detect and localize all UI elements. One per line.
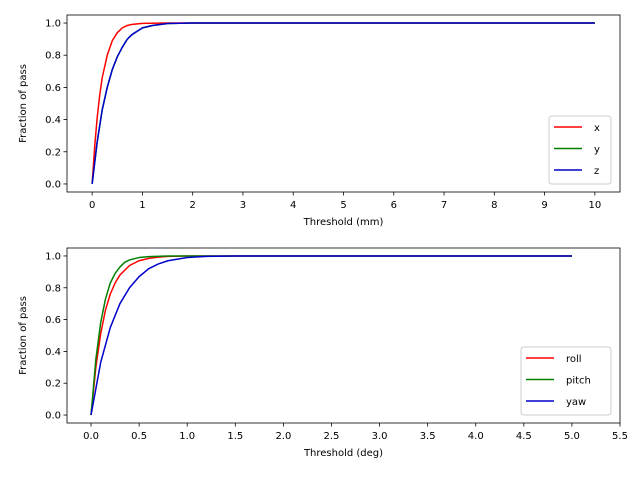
x-tick-label: 6 bbox=[391, 200, 397, 211]
series-line-y bbox=[91, 22, 595, 185]
plot-frame bbox=[66, 247, 621, 424]
y-tick-label: 0.8 bbox=[45, 51, 61, 62]
y-tick-label: 0.4 bbox=[45, 347, 61, 358]
x-tick-label: 5 bbox=[340, 200, 346, 211]
legend-label-pitch: pitch bbox=[566, 376, 591, 387]
legend: roll pitch yaw bbox=[520, 346, 612, 416]
x-tick-label: 4 bbox=[290, 200, 296, 211]
legend-box bbox=[520, 346, 612, 416]
y-tick-label: 0.4 bbox=[45, 115, 61, 126]
y-axis-label: Fraction of pass bbox=[18, 64, 29, 143]
x-tick-label: 7 bbox=[441, 200, 447, 211]
x-tick-label: 3 bbox=[240, 200, 246, 211]
legend-label-yaw: yaw bbox=[566, 397, 586, 408]
y-tick-label: 1.0 bbox=[45, 19, 61, 30]
y-tick-label: 1.0 bbox=[45, 251, 61, 262]
x-tick-label: 8 bbox=[491, 200, 497, 211]
x-tick-label: 4.5 bbox=[516, 431, 532, 442]
series-line-z bbox=[91, 22, 595, 185]
legend-label-z: z bbox=[594, 166, 599, 177]
x-tick-label: 0 bbox=[89, 200, 95, 211]
legend: xyz bbox=[548, 115, 612, 185]
y-tick-label: 0.0 bbox=[45, 179, 61, 190]
x-tick-label: 2 bbox=[189, 200, 195, 211]
legend-box bbox=[548, 115, 612, 185]
x-tick-label: 4.0 bbox=[468, 431, 484, 442]
y-tick-label: 0.6 bbox=[45, 83, 61, 94]
x-tick-label: 0.5 bbox=[131, 431, 147, 442]
x-tick-label: 5.5 bbox=[612, 431, 628, 442]
legend-label-y: y bbox=[594, 145, 600, 156]
x-tick-label: 3.0 bbox=[372, 431, 388, 442]
y-tick-label: 0.8 bbox=[45, 283, 61, 294]
chart-1: 0 1 2 3 4 5 6 7 8 9 10 0.0 0.2 0.4 0.6 0.8 1.0 Threshold … bbox=[18, 14, 621, 228]
series-line-pitch bbox=[90, 255, 572, 416]
y-axis-label: Fraction of pass bbox=[18, 296, 29, 375]
x-tick-label: 10 bbox=[588, 200, 601, 211]
series-line-yaw bbox=[90, 255, 572, 416]
x-tick-label: 9 bbox=[541, 200, 547, 211]
x-axis-label: Threshold (deg) bbox=[303, 448, 383, 459]
x-tick-label: 3.5 bbox=[420, 431, 436, 442]
series-line-roll bbox=[90, 255, 572, 416]
x-tick-label: 1.5 bbox=[227, 431, 243, 442]
plot-frame bbox=[66, 14, 621, 193]
legend-label-x: x bbox=[594, 123, 600, 134]
chart-2: 0.0 0.5 1.0 1.5 2.0 2.5 3.0 3.5 4.0 4.5 5.0 5.5 0.0 0… bbox=[18, 247, 628, 459]
series-line-x bbox=[91, 22, 595, 185]
x-tick-label: 2.0 bbox=[275, 431, 291, 442]
x-tick-label: 1.0 bbox=[179, 431, 195, 442]
x-tick-label: 0.0 bbox=[83, 431, 99, 442]
y-tick-label: 0.2 bbox=[45, 379, 61, 390]
legend-label-roll: roll bbox=[566, 354, 582, 365]
x-tick-label: 2.5 bbox=[324, 431, 340, 442]
y-tick-label: 0.2 bbox=[45, 147, 61, 158]
y-tick-label: 0.6 bbox=[45, 315, 61, 326]
x-tick-label: 1 bbox=[139, 200, 145, 211]
x-axis-label: Threshold (mm) bbox=[303, 217, 384, 228]
y-tick-label: 0.0 bbox=[45, 411, 61, 422]
x-tick-label: 5.0 bbox=[564, 431, 580, 442]
